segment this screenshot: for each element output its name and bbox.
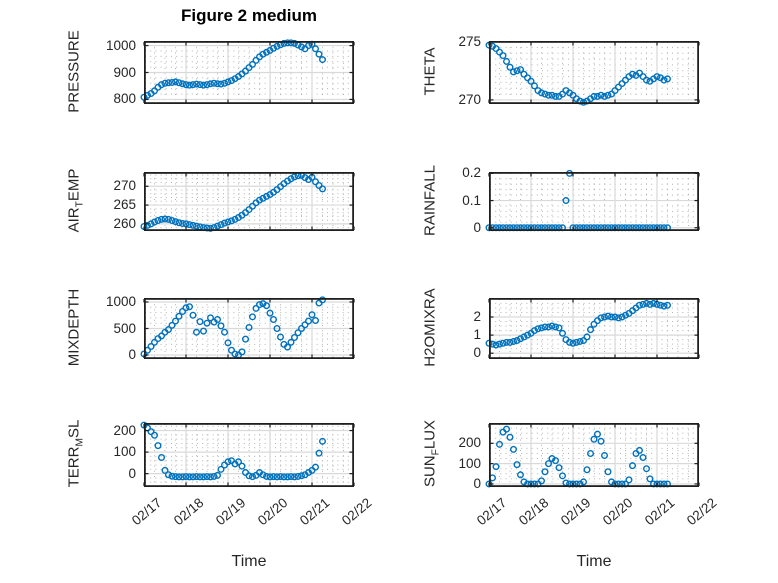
- y-tick-label: 0: [473, 219, 481, 235]
- y-tick-label: 200: [458, 435, 481, 451]
- y-tick-label: 1: [473, 327, 481, 343]
- x-tick-label: 02/20: [600, 495, 636, 529]
- grid-major: [145, 42, 353, 103]
- y-tick-label: 1000: [105, 293, 136, 309]
- x-tick-label: 02/18: [171, 495, 207, 529]
- grid-major: [490, 299, 698, 358]
- grid-minor: [145, 173, 353, 230]
- y-tick-label: 270: [113, 178, 136, 194]
- axes-border: [143, 40, 354, 105]
- y-tick-label: 260: [113, 215, 136, 231]
- y-tick-label: 265: [113, 197, 136, 213]
- x-tick-label: 02/19: [558, 495, 594, 529]
- y-tick-label: 270: [458, 91, 481, 107]
- plot-box-h2omixra: [485, 297, 700, 360]
- scatter-series: [485, 425, 671, 488]
- y-tick-label: 2: [473, 309, 481, 324]
- plot-box-theta: [485, 40, 700, 106]
- tick-marks: [488, 172, 700, 230]
- x-tick-label: 02/21: [642, 495, 678, 529]
- axes-border: [488, 40, 699, 105]
- scatter-series: [140, 296, 326, 359]
- tick-marks: [143, 424, 355, 486]
- scatter-series: [140, 39, 326, 101]
- axes-border: [488, 171, 699, 232]
- y-tick-label: 0.1: [462, 192, 481, 208]
- y-tick-label: 500: [113, 320, 136, 336]
- y-tick-label: 0: [128, 347, 136, 363]
- y-tick-label: 1000: [105, 37, 136, 53]
- y-axis-label: TERRMSL: [65, 419, 86, 488]
- axes-border: [143, 297, 354, 360]
- y-tick-label: 800: [113, 91, 136, 107]
- axes-border: [143, 422, 354, 488]
- plot-box-mixdepth: [140, 296, 355, 360]
- x-tick-label: 02/20: [255, 495, 291, 529]
- scatter-series: [140, 421, 326, 481]
- x-axis-label: Time: [576, 553, 612, 570]
- axes-border: [488, 422, 699, 488]
- y-tick-label: 275: [458, 33, 481, 49]
- scatter-series: [485, 41, 671, 106]
- tick-marks: [143, 173, 355, 230]
- tick-marks: [143, 299, 355, 358]
- x-tick-label: 02/22: [339, 495, 375, 529]
- tick-marks: [488, 299, 700, 358]
- y-tick-label: 100: [113, 444, 136, 460]
- x-axis-label: Time: [231, 553, 267, 570]
- scatter-series: [485, 299, 671, 349]
- tick-marks: [488, 424, 700, 486]
- axes-border: [143, 171, 354, 232]
- x-tick-label: 02/18: [516, 495, 552, 529]
- tick-marks: [488, 40, 700, 103]
- grid-major: [145, 299, 353, 358]
- y-tick-label: 0: [473, 475, 481, 491]
- plot-box-sun-flux: [485, 422, 700, 488]
- plot-box-air-temp: [140, 171, 355, 232]
- y-tick-label: 100: [458, 455, 481, 471]
- y-axis-label: SUNFLUX: [421, 419, 442, 488]
- y-tick-label: 0: [473, 345, 481, 361]
- grid-minor: [145, 42, 353, 103]
- grid-major: [490, 173, 698, 230]
- y-tick-label: 0: [128, 465, 136, 481]
- plot-box-rainfall: [485, 169, 700, 232]
- figure-title: Figure 2 medium: [180, 6, 318, 25]
- x-tick-label: 02/19: [213, 495, 249, 529]
- x-tick-label: 02/21: [297, 495, 333, 529]
- plot-box-pressure: [140, 39, 355, 105]
- grid-minor: [490, 173, 698, 230]
- x-tick-label: 02/22: [684, 495, 720, 529]
- x-tick-label: 02/17: [474, 495, 510, 529]
- grid-minor: [490, 424, 698, 486]
- y-tick-label: 200: [113, 422, 136, 438]
- scatter-series: [140, 171, 326, 232]
- x-tick-label: 02/17: [129, 495, 165, 529]
- tick-marks: [143, 42, 355, 103]
- plot-box-terr-msl: [140, 421, 355, 488]
- y-tick-label: 900: [113, 64, 136, 80]
- y-tick-label: 0.2: [462, 165, 481, 181]
- axes-border: [488, 297, 699, 360]
